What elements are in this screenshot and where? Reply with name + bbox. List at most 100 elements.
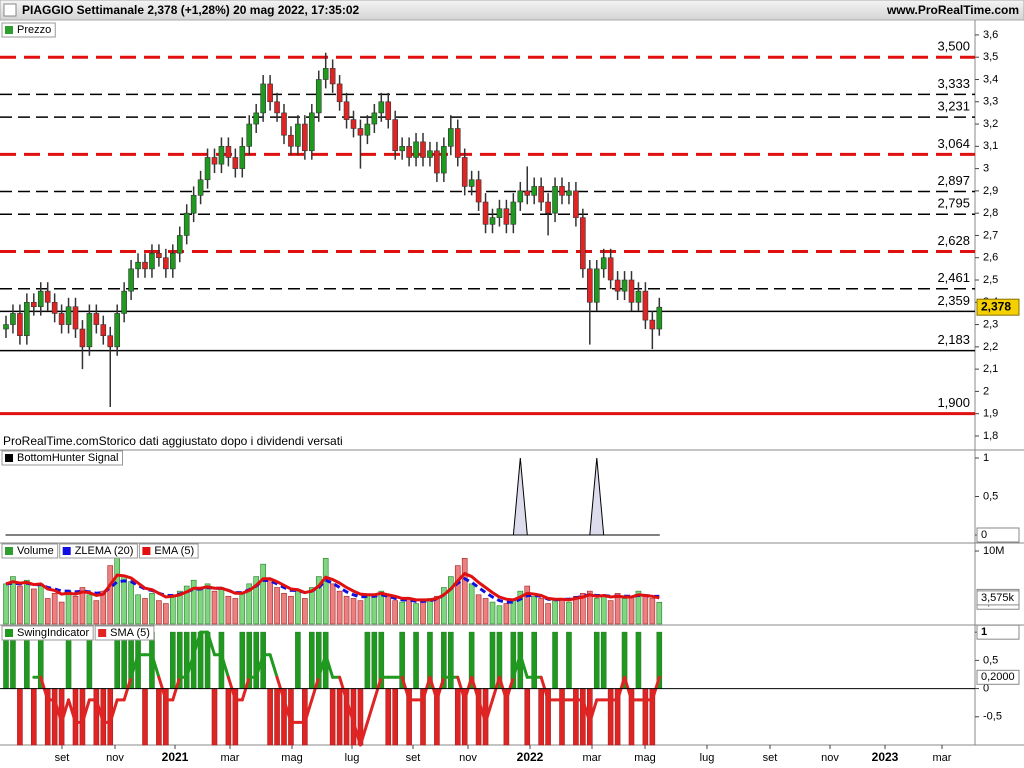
y-tick-label: 2,6: [983, 252, 998, 264]
level-label: 3,064: [937, 136, 970, 151]
candle-body: [531, 186, 538, 196]
candle-body: [260, 83, 266, 114]
bar: [30, 688, 37, 746]
bar: [170, 631, 176, 689]
candle-body: [545, 201, 551, 214]
candle-body: [100, 324, 107, 337]
bar: [580, 593, 586, 625]
bar: [427, 598, 433, 625]
candle-body: [93, 313, 100, 325]
bar: [79, 587, 86, 625]
bar: [482, 598, 489, 625]
bar: [566, 601, 572, 625]
bar: [406, 598, 412, 625]
legend-swatch: [98, 629, 107, 637]
bar: [142, 598, 148, 625]
y-tick-label: 2,8: [983, 207, 998, 219]
bar: [357, 600, 364, 625]
chart-title: PIAGGIO Settimanale 2,378 (+1,28%) 20 ma…: [22, 3, 360, 17]
x-tick-label: mag: [634, 752, 655, 764]
candle-body: [593, 268, 600, 303]
bar: [447, 576, 454, 625]
x-tick-label: set: [763, 752, 778, 764]
legend-label: Volume: [17, 545, 54, 557]
x-tick-label: lug: [345, 752, 360, 764]
bar: [538, 598, 544, 625]
bar: [302, 598, 308, 625]
candle-body: [197, 179, 204, 196]
legend-box: [1, 22, 56, 38]
indicator-segment: [206, 630, 216, 657]
bar: [593, 598, 600, 625]
legend-label: SMA (5): [110, 627, 150, 639]
indicator-segment: [477, 698, 488, 724]
bar: [211, 688, 218, 746]
bar: [260, 563, 266, 625]
y-tick-label: 3,2: [983, 118, 998, 130]
last-price-tag: [976, 298, 1020, 316]
indicator-segment: [484, 698, 494, 724]
candle-body: [517, 190, 524, 203]
indicator-segment: [185, 653, 196, 679]
bar: [642, 595, 649, 625]
bar: [607, 688, 614, 746]
candle-body: [51, 301, 58, 314]
bar: [559, 688, 565, 746]
candle-body: [406, 146, 412, 158]
indicator-segment: [345, 698, 355, 724]
bar: [24, 579, 30, 625]
legend-item: Prezzo: [1, 22, 56, 38]
indicator-segment: [303, 698, 314, 724]
bar: [183, 631, 190, 689]
legend-box: [1, 543, 59, 559]
candle-body: [420, 141, 426, 158]
y-tick-label: 2: [983, 385, 989, 397]
bar: [225, 595, 232, 625]
candle-body: [183, 212, 190, 236]
value-tag-label: 3,575k: [981, 592, 1015, 604]
level-label: 2,183: [937, 332, 970, 347]
bar: [322, 558, 329, 625]
x-tick-label: mar: [221, 752, 240, 764]
bar: [378, 590, 385, 625]
candle-body: [190, 195, 197, 214]
indicator-segment: [254, 653, 265, 679]
y-tick-label: 0,5: [983, 490, 998, 502]
bar: [559, 598, 565, 625]
legend-label: EMA (5): [154, 545, 194, 557]
candle-body: [496, 208, 503, 218]
level-label: 3,333: [937, 76, 970, 91]
candle-body: [302, 123, 308, 152]
candle-body: [621, 279, 628, 292]
indicator-segment: [518, 653, 529, 679]
value-tag: [976, 624, 1020, 640]
indicator-segment: [317, 653, 328, 679]
indicator-segment: [94, 698, 105, 724]
candle-body: [114, 313, 120, 348]
legend-swatch: [5, 454, 13, 462]
bar: [489, 631, 496, 689]
bar: [434, 595, 440, 625]
level-label: 3,231: [937, 99, 970, 114]
bar: [441, 587, 447, 625]
bar: [628, 595, 635, 625]
bar: [10, 631, 16, 689]
indicator-segment: [80, 698, 91, 724]
candle-body: [413, 141, 419, 158]
candle-body: [3, 324, 9, 330]
candle-body: [274, 101, 280, 114]
x-tick-label: set: [55, 752, 70, 764]
legend-swatch: [5, 26, 13, 34]
bar: [447, 631, 454, 689]
bar: [413, 631, 419, 689]
indicator-segment: [358, 720, 369, 747]
candle-body: [17, 313, 23, 337]
bar: [30, 588, 37, 625]
candle-body: [552, 186, 558, 214]
x-tick-label: mar: [933, 752, 952, 764]
bar: [573, 688, 579, 746]
candle-body: [58, 313, 65, 325]
candle-body: [65, 306, 72, 325]
value-tag: [976, 527, 1020, 543]
legend-label: BottomHunter Signal: [17, 452, 119, 464]
